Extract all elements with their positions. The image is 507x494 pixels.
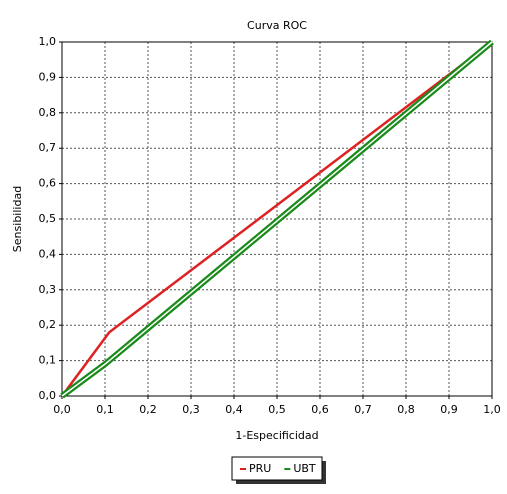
x-tick-label: 0,2 (139, 403, 157, 416)
x-axis-label: 1-Especificidad (235, 429, 318, 442)
y-tick-label: 0,2 (39, 318, 57, 331)
y-tick-label: 0,0 (39, 389, 57, 402)
legend-box (231, 456, 323, 481)
x-tick-label: 0,0 (53, 403, 71, 416)
x-tick-label: 1,0 (483, 403, 501, 416)
series-line-inner (61, 41, 493, 397)
x-tick-label: 0,5 (268, 403, 286, 416)
y-tick-label: 0,4 (39, 247, 57, 260)
plot-frame (61, 41, 493, 397)
series-line (60, 41, 493, 397)
legend-label: UBT (293, 462, 316, 475)
y-tick-label: 0,1 (39, 354, 57, 367)
y-tick-label: 0,7 (39, 141, 57, 154)
x-tick-label: 0,3 (182, 403, 200, 416)
y-tick-label: 0,8 (39, 106, 57, 119)
y-tick-label: 0,5 (39, 212, 57, 225)
y-axis-label: Sensibilidad (11, 186, 24, 252)
x-tick-label: 0,7 (354, 403, 372, 416)
y-tick-label: 0,9 (39, 70, 57, 83)
x-tick-label: 0,1 (96, 403, 114, 416)
chart-title: Curva ROC (247, 19, 307, 32)
legend-label: PRU (249, 462, 271, 475)
x-tick-label: 0,9 (440, 403, 458, 416)
x-tick-label: 0,8 (397, 403, 415, 416)
x-tick-label: 0,6 (311, 403, 329, 416)
y-tick-label: 1,0 (39, 35, 57, 48)
y-tick-label: 0,6 (39, 177, 57, 190)
y-tick-label: 0,3 (39, 283, 57, 296)
x-tick-label: 0,4 (225, 403, 243, 416)
